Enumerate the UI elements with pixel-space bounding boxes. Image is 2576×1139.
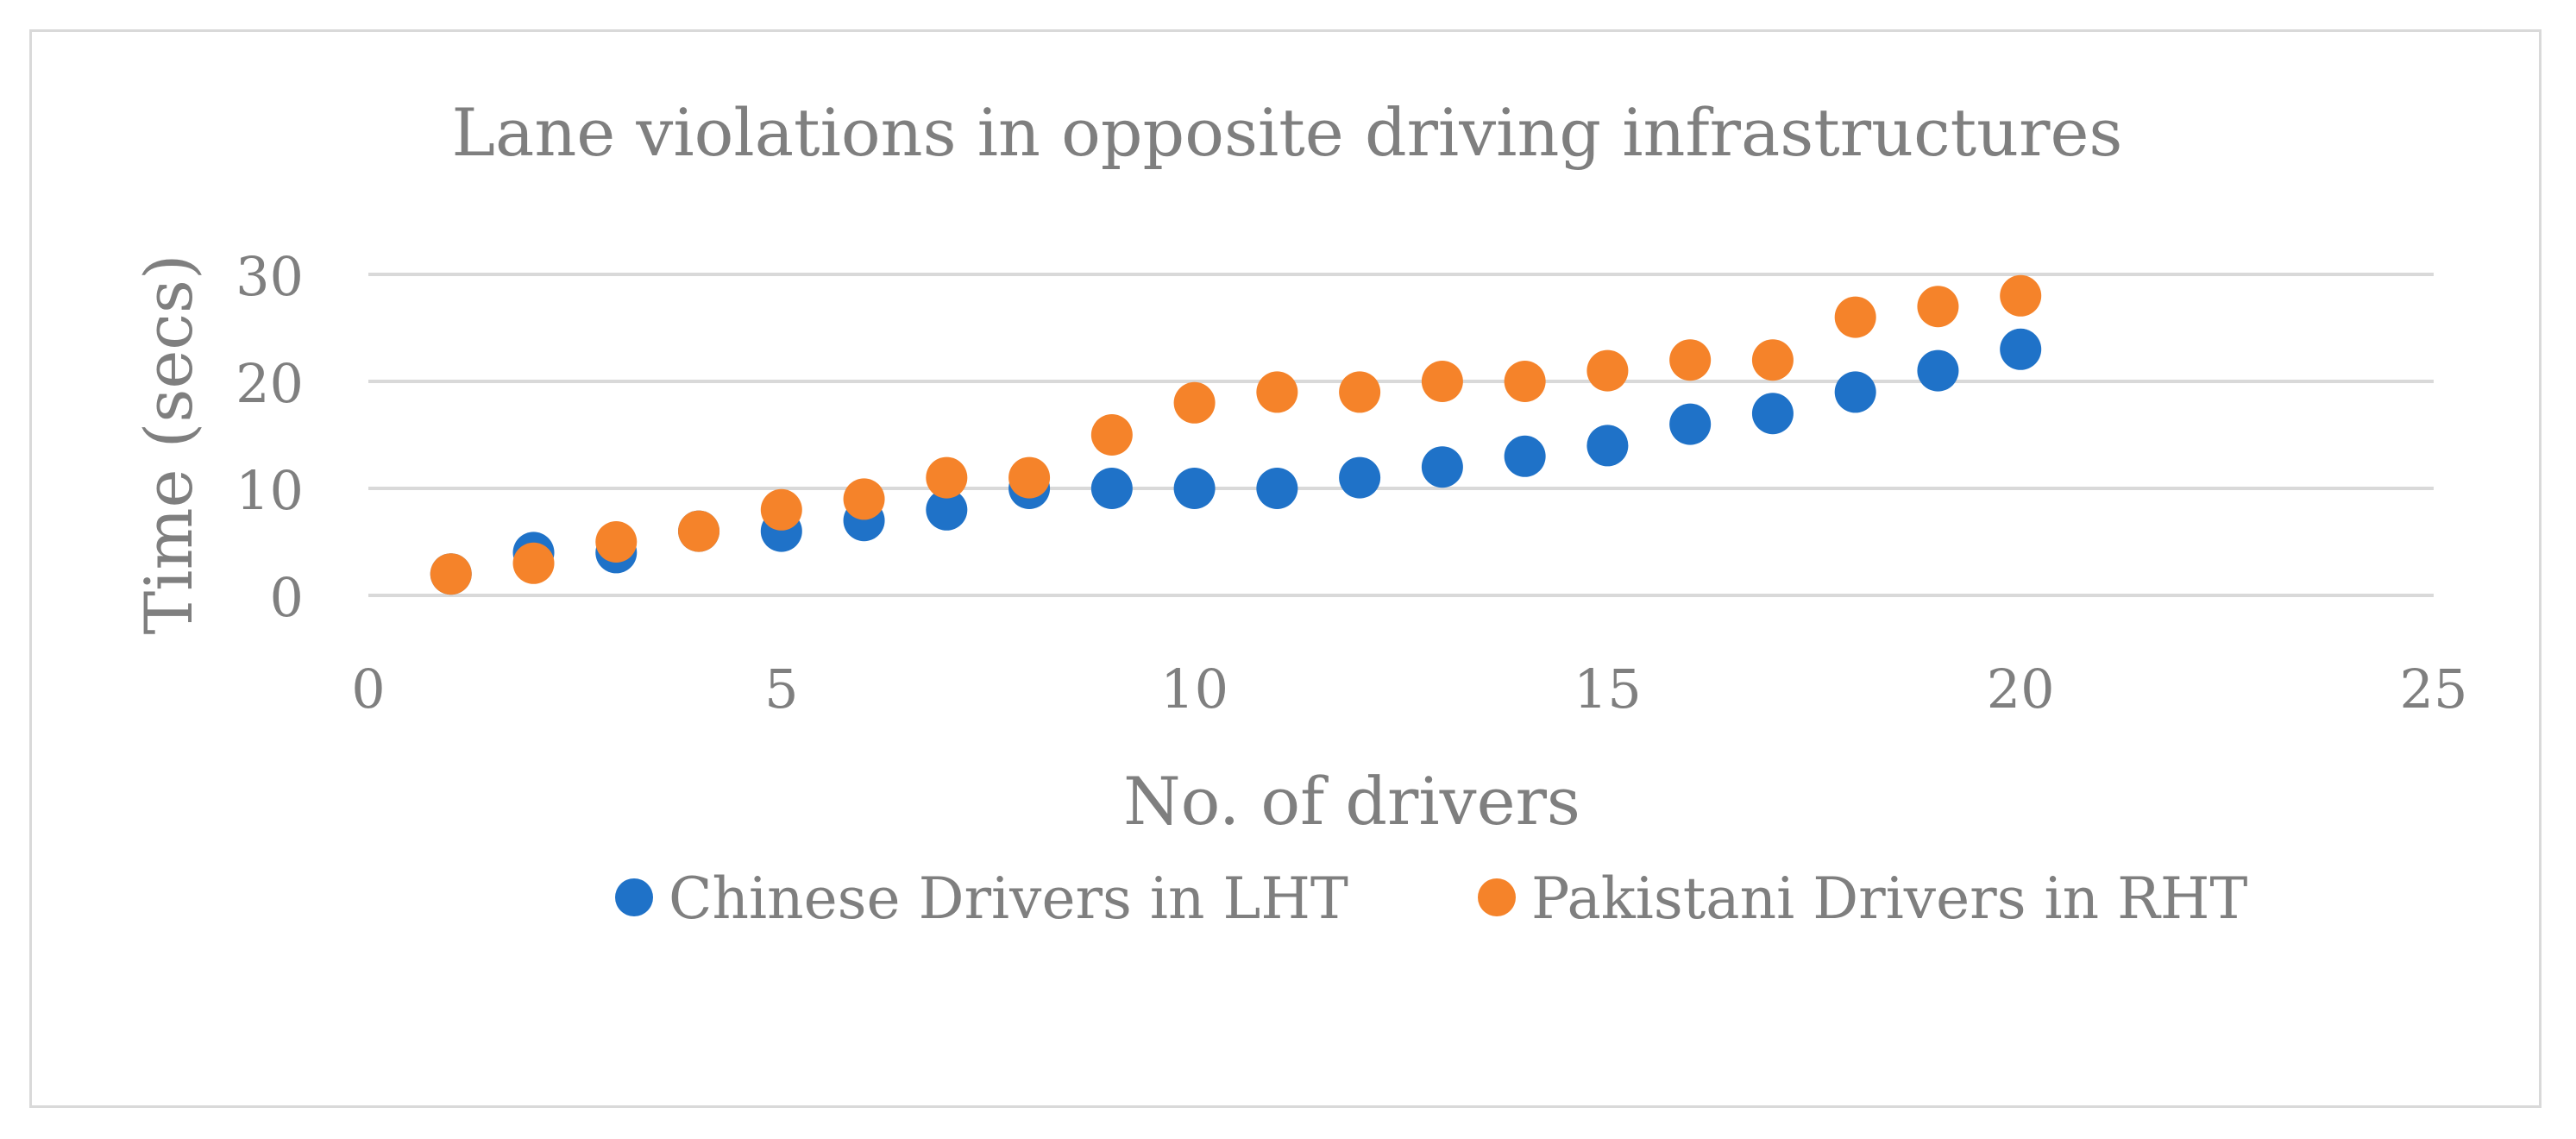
data-point-pakistani-18	[1834, 296, 1876, 338]
legend-label-pakistani: Pakistani Drivers in RHT	[1531, 865, 2247, 932]
legend-marker-pakistani	[1478, 878, 1516, 916]
legend-marker-chinese	[615, 878, 653, 916]
y-tick-label: 20	[236, 352, 304, 415]
x-tick-labels: 0 5 10 15 20 25	[351, 658, 2467, 721]
series-pakistani	[430, 274, 2042, 595]
data-point-pakistani-3	[595, 521, 638, 563]
data-point-chinese-10	[1173, 468, 1216, 509]
y-axis-label: Time (secs)	[130, 254, 207, 634]
x-tick-label: 15	[1574, 658, 1642, 721]
y-tick-label: 10	[236, 459, 304, 522]
x-axis-label: No. of drivers	[1123, 763, 1580, 840]
data-point-pakistani-17	[1751, 339, 1794, 381]
x-tick-label: 25	[2400, 658, 2468, 721]
data-point-chinese-13	[1421, 446, 1463, 488]
y-tick-labels: 0 10 20 30	[236, 245, 304, 629]
legend: Chinese Drivers in LHT Pakistani Drivers…	[615, 865, 2247, 932]
data-point-pakistani-4	[678, 510, 720, 552]
data-point-pakistani-5	[760, 488, 802, 531]
data-point-pakistani-1	[430, 553, 472, 595]
data-point-chinese-9	[1090, 468, 1133, 509]
data-point-chinese-14	[1504, 435, 1546, 477]
data-point-pakistani-12	[1339, 371, 1381, 413]
data-point-pakistani-13	[1421, 361, 1463, 402]
data-point-pakistani-14	[1504, 361, 1546, 402]
data-point-pakistani-10	[1173, 381, 1216, 424]
data-point-pakistani-11	[1256, 371, 1298, 413]
legend-label-chinese: Chinese Drivers in LHT	[669, 865, 1348, 932]
legend-item-chinese: Chinese Drivers in LHT	[615, 865, 1348, 932]
x-tick-label: 10	[1160, 658, 1228, 721]
data-point-pakistani-2	[512, 542, 555, 584]
chart-title: Lane violations in opposite driving infr…	[452, 94, 2123, 171]
data-point-pakistani-9	[1090, 414, 1133, 456]
y-tick-label: 0	[270, 566, 304, 629]
data-point-chinese-7	[926, 488, 968, 531]
series-chinese	[430, 328, 2042, 595]
data-point-pakistani-16	[1669, 339, 1712, 381]
data-point-chinese-19	[1917, 349, 1959, 392]
data-point-pakistani-8	[1008, 456, 1051, 499]
data-point-chinese-18	[1834, 371, 1876, 413]
gridlines	[368, 273, 2434, 597]
x-tick-label: 0	[351, 658, 385, 721]
data-points	[430, 274, 2042, 595]
data-point-chinese-20	[2000, 328, 2042, 370]
data-point-pakistani-6	[843, 478, 885, 520]
data-point-chinese-11	[1256, 468, 1298, 509]
data-point-pakistani-20	[2000, 274, 2042, 317]
data-point-chinese-17	[1751, 393, 1794, 435]
x-tick-label: 20	[1987, 658, 2055, 721]
data-point-chinese-15	[1586, 425, 1629, 467]
legend-item-pakistani: Pakistani Drivers in RHT	[1478, 865, 2247, 932]
data-point-pakistani-7	[926, 456, 968, 499]
y-tick-label: 30	[236, 245, 304, 308]
data-point-pakistani-15	[1586, 349, 1629, 392]
data-point-chinese-12	[1339, 456, 1381, 499]
x-tick-label: 5	[764, 658, 798, 721]
data-point-pakistani-19	[1917, 286, 1959, 328]
data-point-chinese-16	[1669, 403, 1712, 445]
